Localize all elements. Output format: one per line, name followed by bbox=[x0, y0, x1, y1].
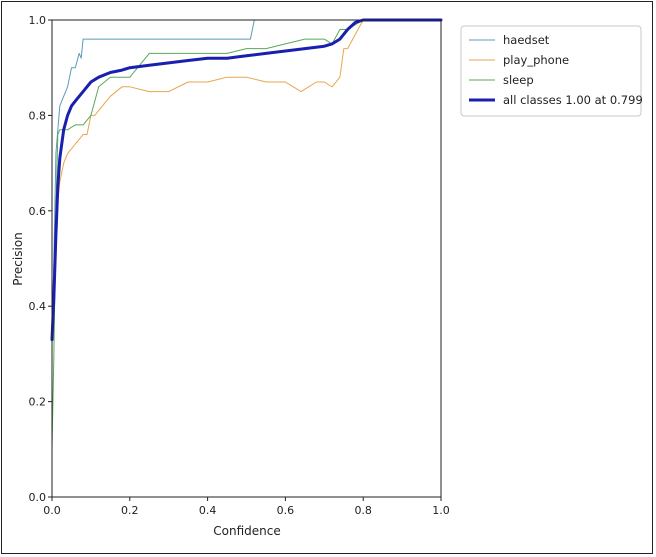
legend-label: all classes 1.00 at 0.799 bbox=[503, 93, 643, 107]
y-axis-label: Precision bbox=[11, 232, 25, 286]
y-tick-label: 0.4 bbox=[29, 300, 47, 313]
plot-area bbox=[52, 20, 441, 497]
legend-box bbox=[460, 25, 642, 117]
x-axis-label: Confidence bbox=[213, 524, 280, 538]
x-tick-label: 0.2 bbox=[121, 504, 139, 517]
plot-background bbox=[52, 20, 441, 497]
x-tick-label: 1.0 bbox=[432, 504, 450, 517]
y-tick-label: 0.8 bbox=[29, 109, 47, 122]
y-tick-label: 0.6 bbox=[29, 205, 47, 218]
axes-layer: 0.0 0.2 0.4 0.6 0.8 1.0 0.0 0.2 0.4 0.6 0.8 1.0 bbox=[29, 14, 450, 517]
x-tick-label: 0.4 bbox=[199, 504, 217, 517]
y-tick-label: 0.2 bbox=[29, 396, 47, 409]
y-tick-label: 1.0 bbox=[29, 14, 47, 27]
legend-label: play_phone bbox=[503, 53, 569, 67]
legend-label: sleep bbox=[503, 73, 534, 87]
legend-label: haedset bbox=[503, 33, 550, 47]
x-tick-label: 0.6 bbox=[277, 504, 295, 517]
y-tick-label: 0.0 bbox=[29, 491, 47, 504]
series-line-1 bbox=[51, 19, 442, 345]
plot-border bbox=[51, 19, 442, 498]
x-tick-label: 0.8 bbox=[354, 504, 372, 517]
x-tick-label: 0.0 bbox=[43, 504, 61, 517]
series-line-3 bbox=[50, 18, 443, 342]
